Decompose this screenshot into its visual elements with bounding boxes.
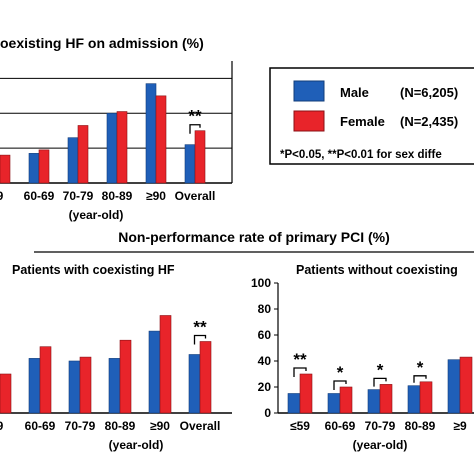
legend-male-n: (N=6,205)	[400, 85, 458, 100]
x-tick-label: 80-89	[405, 419, 436, 433]
x-tick-label: 80-89	[105, 419, 136, 433]
bar-female	[199, 341, 212, 414]
bar-female	[459, 356, 473, 414]
x-tick-label: 60-69	[25, 419, 56, 433]
bar-female	[419, 381, 433, 414]
bar-male	[188, 354, 201, 414]
bar-female	[159, 315, 172, 414]
bar-male	[145, 83, 157, 184]
x-axis-label: (year-old)	[353, 438, 408, 452]
bar-male	[407, 385, 421, 414]
bar-male	[367, 389, 381, 414]
panel-a-plot: 9 60-69 70-79 80-89 ≥90 Overall ** (year-old)	[0, 61, 233, 222]
legend-female-n: (N=2,435)	[400, 114, 458, 129]
legend-note: *P<0.05, **P<0.01 for sex diffe	[280, 149, 442, 161]
significance-marker: **	[188, 107, 202, 126]
panel-a-title: oexisting HF on admission (%)	[0, 35, 204, 51]
x-tick-label: ≥90	[146, 189, 166, 203]
bar-female	[194, 130, 206, 184]
bar-female	[379, 384, 393, 414]
y-tick-label: 20	[258, 380, 272, 394]
significance-bracket	[333, 380, 347, 390]
bar-male	[106, 112, 118, 184]
x-tick-label: 60-69	[325, 419, 356, 433]
legend-male-label: Male	[340, 85, 369, 100]
bar-male	[68, 360, 81, 414]
legend: Male (N=6,205) Female (N=2,435) *P<0.05,…	[269, 67, 474, 165]
significance-marker: *	[377, 360, 384, 379]
significance-bracket	[373, 377, 387, 387]
y-tick-label: 0	[264, 406, 271, 420]
bar-male	[287, 393, 301, 414]
y-tick-label: 80	[258, 302, 272, 316]
bar-female	[79, 356, 92, 414]
x-tick-label: 70-79	[65, 419, 96, 433]
bar-female	[38, 149, 50, 184]
bar-male	[447, 359, 461, 414]
significance-bracket	[293, 367, 307, 377]
panel-c-plot: 0 20 40 60 80 100 ≤59 ** 60-69 * 70-79 * 80-89 * ≥9 (ye…	[251, 276, 474, 452]
bar-female	[0, 154, 11, 184]
bar-male	[28, 153, 40, 184]
bar-male	[67, 137, 79, 184]
significance-marker: *	[417, 358, 424, 377]
bar-female	[77, 125, 89, 184]
panel-c-title: Patients without coexisting	[296, 263, 458, 277]
significance-marker: **	[293, 350, 307, 369]
bar-male	[148, 330, 161, 414]
bar-female	[0, 373, 12, 414]
y-tick-label: 60	[258, 328, 272, 342]
x-tick-label: 70-79	[365, 419, 396, 433]
section-title: Non-performance rate of primary PCI (%)	[118, 229, 390, 245]
x-tick-label: 9	[0, 189, 4, 203]
bar-female	[339, 386, 353, 414]
bar-female	[39, 346, 52, 414]
x-tick-label: ≥9	[453, 419, 467, 433]
bar-male	[108, 358, 121, 414]
x-tick-label: 9	[0, 419, 4, 433]
significance-bracket	[413, 375, 427, 383]
x-axis-label: (year-old)	[109, 438, 164, 452]
legend-female-label: Female	[340, 114, 385, 129]
significance-bracket	[193, 334, 207, 345]
y-tick-label: 40	[258, 354, 272, 368]
x-tick-label: 70-79	[63, 189, 94, 203]
x-axis-label: (year-old)	[69, 208, 124, 222]
panel-b-plot: 9 60-69 70-79 80-89 ≥90 Overall ** (year-old)	[0, 315, 232, 452]
x-tick-label: Overall	[180, 419, 221, 433]
x-tick-label: 60-69	[24, 189, 55, 203]
bar-male	[327, 393, 341, 414]
significance-marker: *	[337, 363, 344, 382]
panel-b-title: Patients with coexisting HF	[12, 263, 175, 277]
x-tick-label: ≥90	[150, 419, 170, 433]
x-tick-label: 80-89	[102, 189, 133, 203]
x-tick-label: ≤59	[290, 419, 310, 433]
y-tick-label: 100	[251, 276, 271, 290]
significance-bracket	[189, 124, 201, 134]
legend-female-swatch	[293, 110, 325, 132]
legend-male-swatch	[293, 80, 325, 102]
bar-female	[155, 95, 167, 184]
bar-female	[116, 111, 128, 184]
bar-female	[119, 339, 132, 414]
significance-marker: **	[193, 318, 207, 337]
bar-male	[184, 144, 196, 184]
bar-male	[28, 358, 41, 414]
x-tick-label: Overall	[175, 189, 216, 203]
bar-female	[299, 373, 313, 414]
